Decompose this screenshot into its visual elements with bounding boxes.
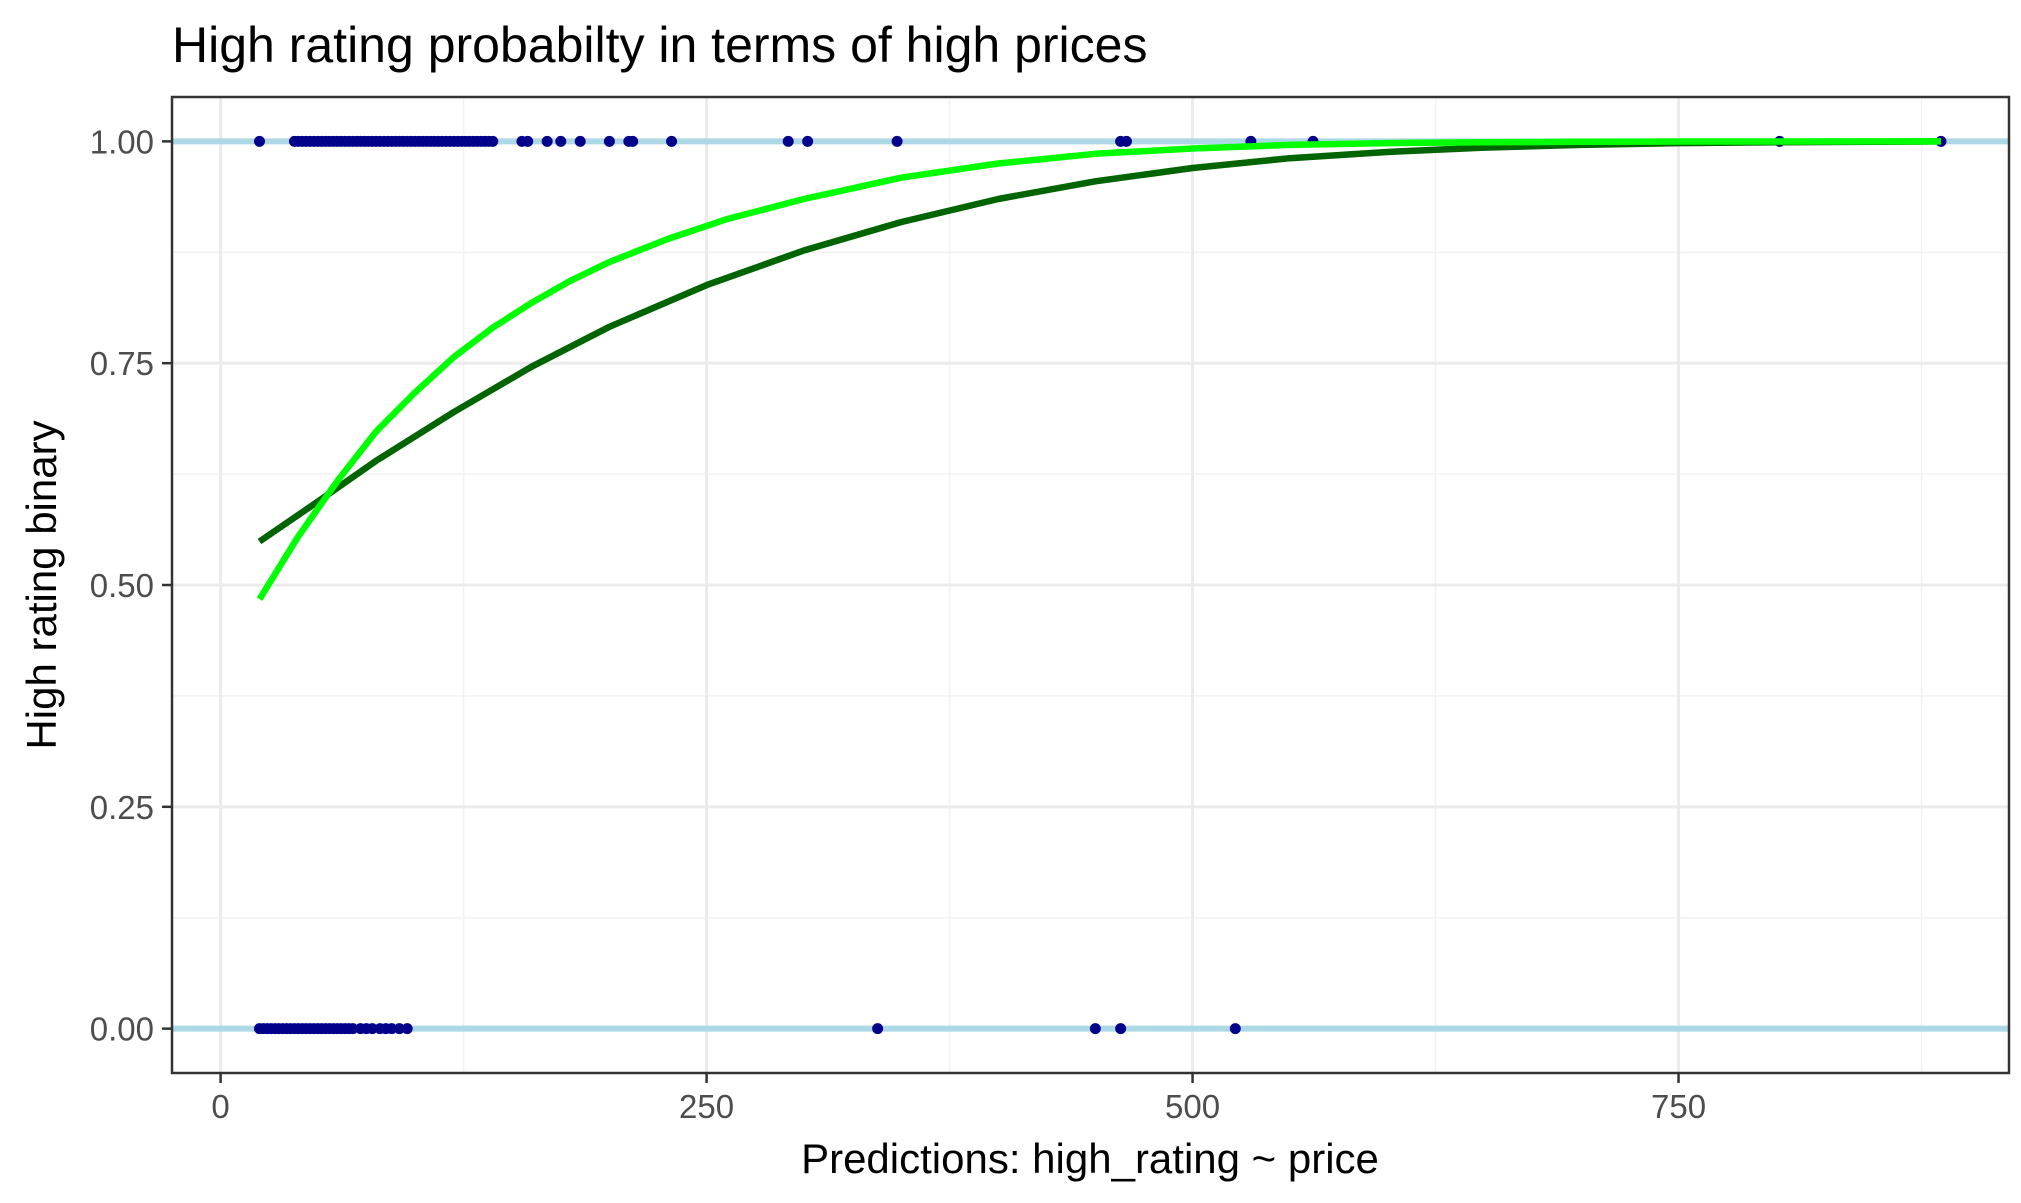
y-tick-label-1: 0.25 — [90, 789, 154, 826]
point-y0-35 — [1115, 1023, 1127, 1035]
point-y0-36 — [1229, 1023, 1241, 1035]
data-points — [253, 135, 1947, 1035]
point-y1-52 — [487, 135, 499, 147]
y-axis-title: High rating binary — [18, 420, 65, 749]
x-tick-label-0: 0 — [211, 1088, 229, 1125]
point-y0-32 — [401, 1023, 413, 1035]
y-tick-label-2: 0.50 — [90, 567, 154, 604]
x-tick-label-1: 250 — [679, 1088, 734, 1125]
fitted-curves — [256, 138, 1942, 601]
y-tick-label-4: 1.00 — [90, 123, 154, 160]
point-y0-34 — [1089, 1023, 1101, 1035]
point-y0-24 — [347, 1023, 359, 1035]
point-y1-61 — [666, 135, 678, 147]
x-axis-title: Predictions: high_rating ~ price — [801, 1135, 1379, 1182]
point-y0-33 — [872, 1023, 884, 1035]
fitted-curve-1 — [256, 138, 1942, 601]
point-y0-30 — [386, 1023, 398, 1035]
point-y1-56 — [555, 135, 567, 147]
point-y1-57 — [574, 135, 586, 147]
point-y1-62 — [782, 135, 794, 147]
y-tick-label-0: 0.00 — [90, 1011, 154, 1048]
point-y1-66 — [1120, 135, 1132, 147]
x-tick-label-2: 500 — [1165, 1088, 1220, 1125]
point-y1-0 — [253, 135, 265, 147]
point-y1-60 — [627, 135, 639, 147]
y-axis: 0.00 0.25 0.50 0.75 1.00 — [90, 123, 172, 1048]
x-tick-label-3: 750 — [1651, 1088, 1706, 1125]
y-tick-label-3: 0.75 — [90, 345, 154, 382]
point-y1-63 — [802, 135, 814, 147]
chart-title: High rating probabilty in terms of high … — [172, 17, 1147, 73]
x-axis: 0 250 500 750 — [211, 1073, 1706, 1125]
minor-gridlines — [172, 97, 2009, 1073]
point-y0-31 — [393, 1023, 405, 1035]
point-y1-54 — [522, 135, 534, 147]
point-y1-64 — [891, 135, 903, 147]
point-y0-27 — [366, 1023, 378, 1035]
point-y1-55 — [541, 135, 553, 147]
point-y1-58 — [603, 135, 615, 147]
